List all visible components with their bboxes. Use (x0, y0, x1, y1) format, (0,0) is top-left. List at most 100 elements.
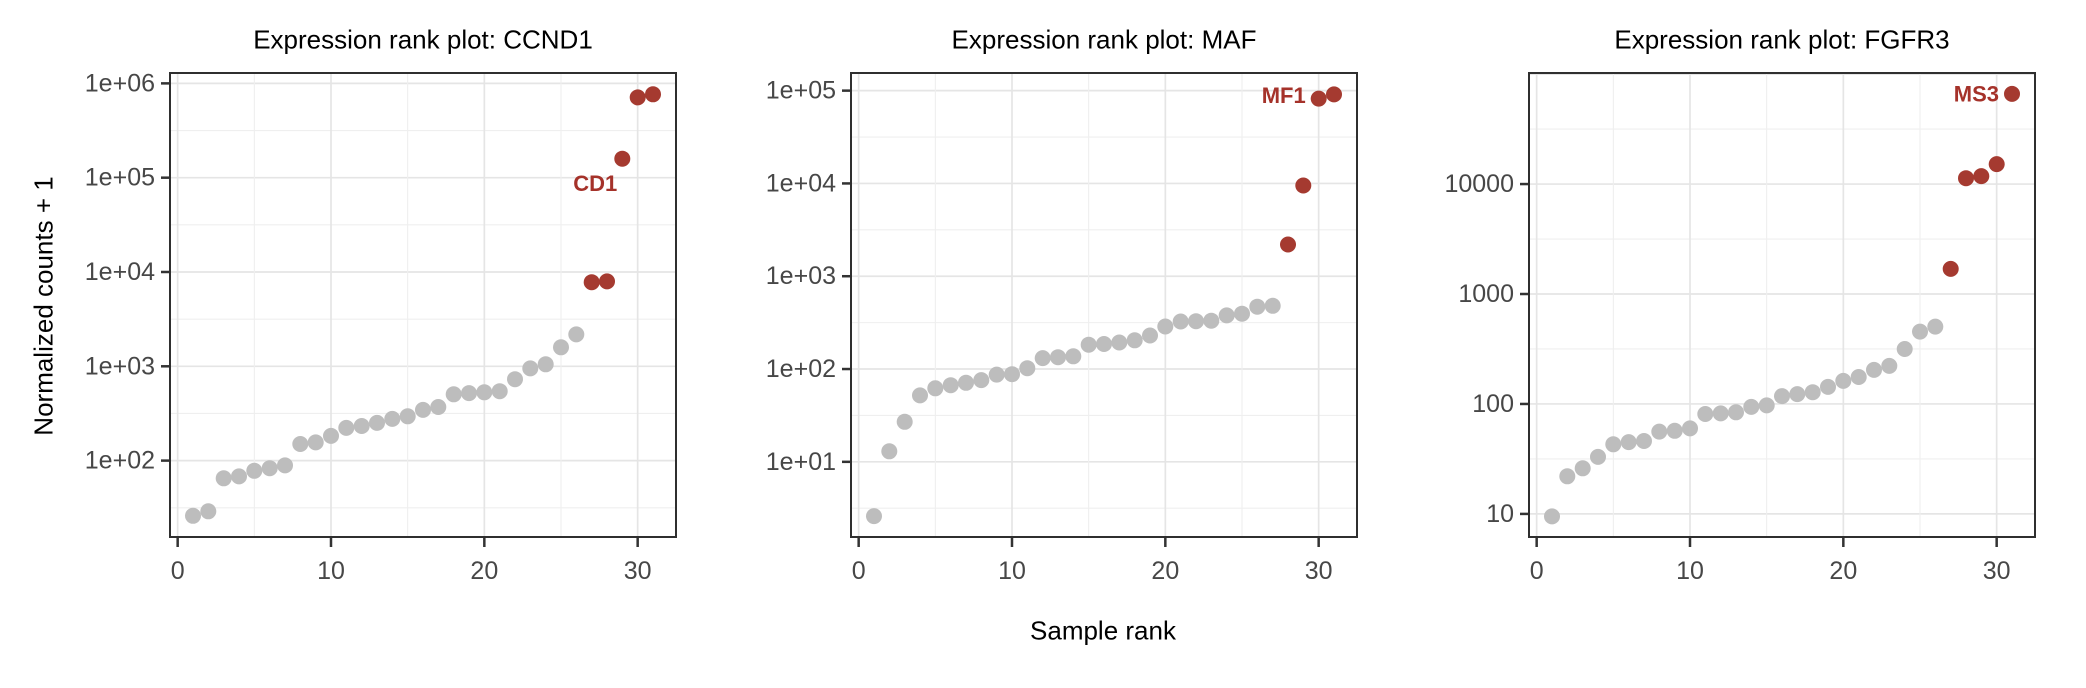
data-point (1096, 336, 1112, 352)
data-point (1264, 297, 1281, 314)
highlight-label-mf1: MF1 (1262, 83, 1306, 108)
gridlines (851, 73, 1357, 537)
y-tick-label: 10000 (1444, 170, 1514, 198)
data-point (1620, 434, 1637, 451)
panel-plot-ccnd1: CD1 1e+02 1e+03 1e+04 1e+05 1e+06 0 10 20 30 (85, 69, 677, 585)
y-tick-label: 1e+02 (766, 355, 836, 383)
y-tick-label: 1e+05 (766, 77, 836, 105)
data-point (491, 383, 508, 400)
y-axis: 1e+02 1e+03 1e+04 1e+05 1e+06 (85, 69, 169, 475)
data-point (231, 468, 247, 485)
y-axis: 10 100 1000 10000 (1444, 170, 1528, 528)
y-tick-label: 1e+02 (85, 447, 155, 475)
panel-border (1528, 72, 2036, 538)
data-point (307, 434, 324, 451)
gridlines (1529, 73, 2035, 537)
data-point (1850, 369, 1867, 385)
highlighted-data-point (1988, 156, 2005, 173)
x-tick-label: 10 (1676, 557, 1704, 585)
data-point (1743, 398, 1760, 415)
x-tick-label: 0 (1530, 557, 1544, 585)
highlighted-data-point (1280, 236, 1296, 253)
data-point (958, 374, 974, 391)
highlight-label-cd1: CD1 (573, 171, 617, 196)
data-point (1774, 388, 1790, 405)
x-tick-label: 20 (1151, 557, 1179, 585)
panel-border (169, 72, 677, 538)
data-point (415, 401, 431, 418)
data-point (507, 371, 523, 388)
highlighted-data-point (614, 150, 631, 167)
data-point (399, 408, 416, 425)
y-axis-title: Normalized counts + 1 (28, 176, 59, 436)
y-tick-label: 1e+03 (85, 352, 155, 380)
x-tick-label: 10 (317, 557, 345, 585)
data-point (1574, 460, 1591, 477)
data-point (912, 387, 928, 404)
x-tick-label: 30 (624, 557, 652, 585)
data-point (1682, 420, 1698, 437)
data-point (1590, 448, 1606, 465)
data-point (1804, 384, 1821, 401)
x-tick-label: 30 (1983, 557, 2011, 585)
data-point (1065, 348, 1082, 365)
data-point (1203, 312, 1220, 329)
highlighted-data-point (645, 86, 661, 103)
y-tick-label: 1e+04 (85, 258, 155, 286)
data-point (1249, 298, 1266, 315)
data-point (1912, 323, 1928, 340)
data-point (338, 419, 355, 436)
y-tick-label: 1000 (1458, 280, 1514, 308)
data-points (185, 86, 661, 524)
data-point (215, 470, 232, 487)
data-point (369, 414, 385, 431)
highlighted-data-point (1973, 168, 1990, 185)
x-tick-label: 10 (998, 557, 1026, 585)
data-point (1866, 361, 1882, 378)
data-point (1172, 313, 1189, 330)
data-point (1080, 336, 1097, 353)
data-point (1157, 318, 1174, 335)
data-point (1605, 436, 1622, 453)
data-point (1019, 360, 1036, 377)
data-point (1758, 397, 1775, 414)
data-point (1728, 404, 1744, 421)
data-point (522, 360, 539, 377)
panel-title-fgfr3: Expression rank plot: FGFR3 (1614, 24, 1950, 55)
y-tick-label: 10 (1486, 500, 1514, 528)
highlighted-data-point (599, 273, 615, 290)
highlighted-data-point (1295, 177, 1312, 194)
data-point (927, 380, 944, 397)
data-point (353, 418, 370, 434)
data-point (323, 427, 339, 444)
data-point (1188, 313, 1204, 330)
gridlines (170, 73, 676, 537)
panel-plot-fgfr3: MS3 10 100 1000 10000 0 10 20 30 (1444, 72, 2036, 585)
data-point (1712, 405, 1729, 422)
data-point (277, 457, 293, 474)
data-point (1651, 423, 1668, 440)
highlighted-data-point (1942, 260, 1959, 277)
plot-background (851, 73, 1357, 537)
data-point (988, 366, 1005, 383)
panel-border (850, 72, 1358, 538)
y-tick-label: 1e+04 (766, 169, 836, 197)
data-point (1544, 508, 1560, 525)
data-point (866, 508, 882, 525)
data-point (200, 503, 217, 520)
data-point (1142, 327, 1158, 344)
highlighted-data-point (629, 89, 646, 106)
data-point (1050, 349, 1066, 366)
data-point (1697, 406, 1714, 422)
x-axis-title: Sample rank (1030, 615, 1176, 646)
x-tick-label: 30 (1305, 557, 1333, 585)
data-point (246, 462, 263, 479)
plot-background (1529, 73, 2035, 537)
data-point (1559, 468, 1576, 485)
x-tick-label: 20 (1829, 557, 1857, 585)
highlighted-data-point (583, 274, 600, 291)
data-point (1126, 332, 1143, 349)
panel-plot-maf: MF1 1e+01 1e+02 1e+03 1e+04 1e+05 0 10 20 30 (766, 72, 1358, 585)
highlighted-data-point (2004, 85, 2020, 102)
